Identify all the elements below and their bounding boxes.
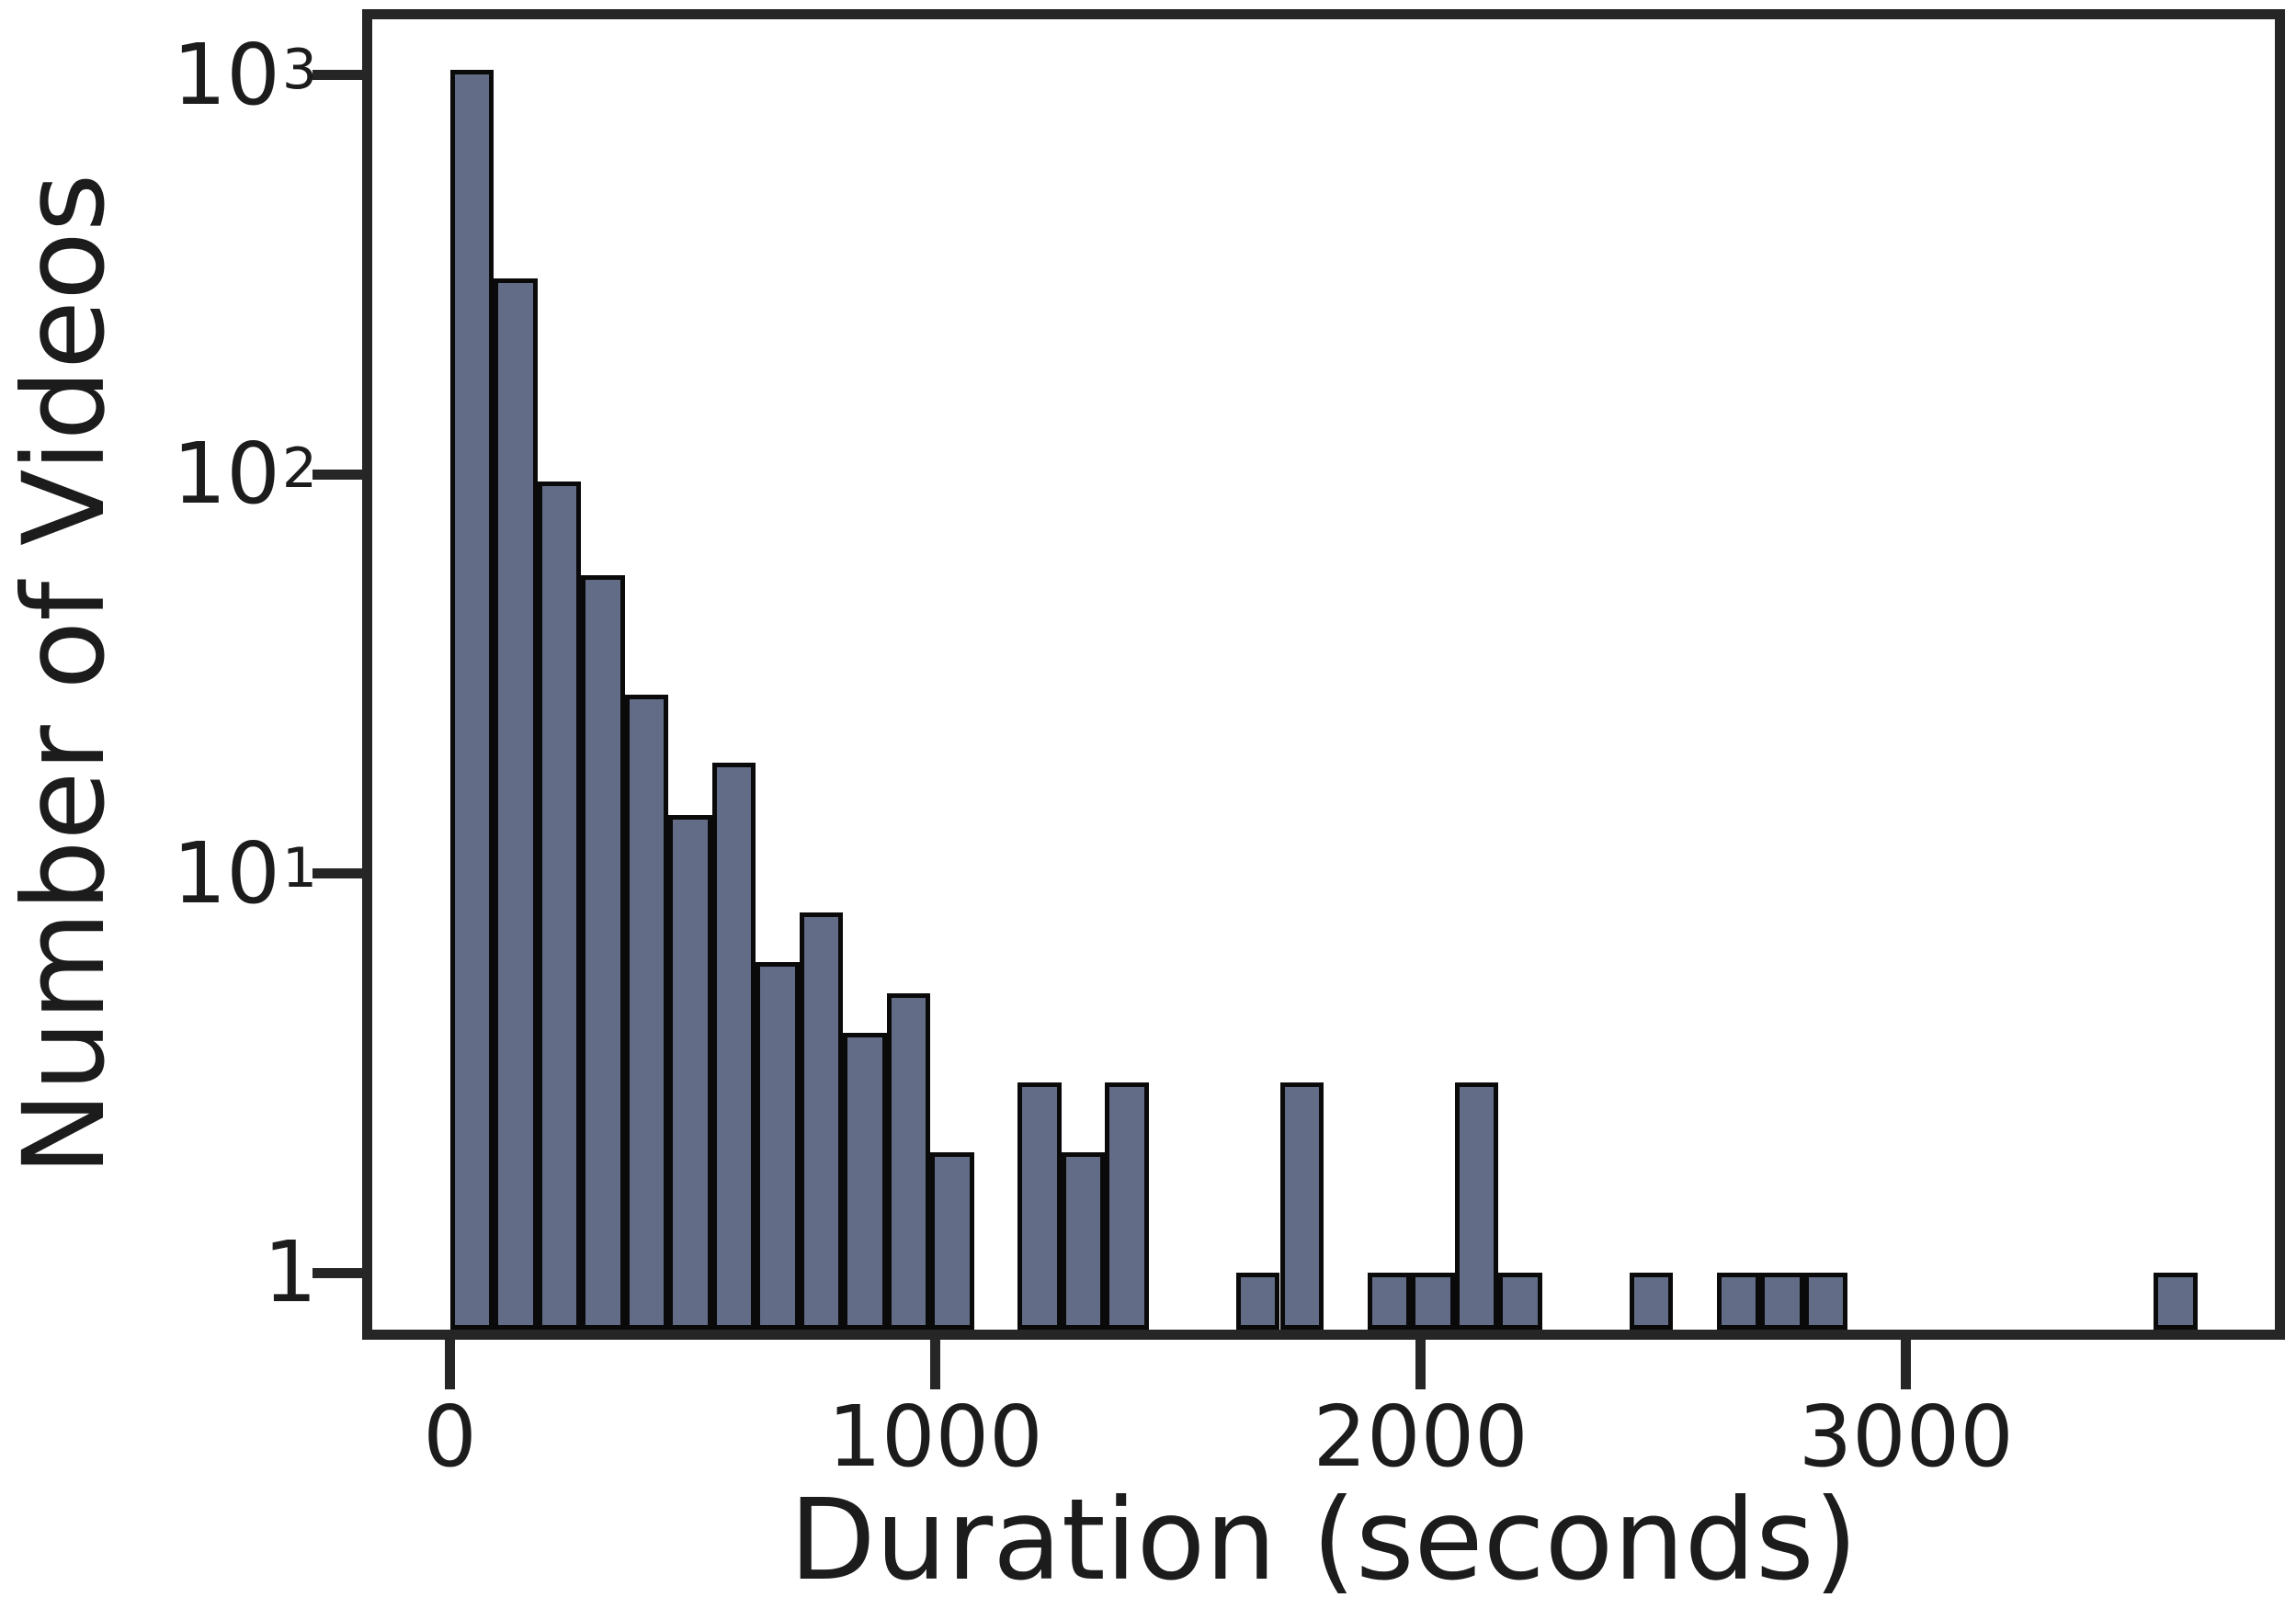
y-tick-mark bbox=[313, 868, 362, 879]
histogram-bar bbox=[494, 278, 538, 1330]
y-tick-mark bbox=[313, 1267, 362, 1278]
histogram-bar bbox=[1367, 1273, 1411, 1330]
histogram-bar bbox=[1454, 1082, 1499, 1330]
y-tick-mark bbox=[313, 469, 362, 480]
x-tick-label: 1000 bbox=[827, 1388, 1043, 1486]
histogram-bar bbox=[1061, 1152, 1106, 1330]
x-axis-label: Duration (seconds) bbox=[789, 1475, 1858, 1605]
histogram-bar bbox=[1105, 1082, 1149, 1330]
y-tick-mark bbox=[313, 70, 362, 81]
histogram-bar bbox=[1279, 1082, 1324, 1330]
histogram-bar bbox=[930, 1152, 974, 1330]
x-tick-label: 0 bbox=[423, 1388, 477, 1486]
x-tick-mark bbox=[930, 1340, 941, 1389]
histogram-bar bbox=[668, 815, 712, 1330]
histogram-bar bbox=[843, 1032, 887, 1330]
histogram-bar bbox=[711, 762, 756, 1330]
x-tick-label: 3000 bbox=[1798, 1388, 2014, 1486]
histogram-bar bbox=[581, 574, 625, 1330]
x-tick-mark bbox=[1415, 1340, 1426, 1389]
y-tick-label: 10 1 bbox=[172, 823, 317, 923]
y-tick-label: 10 3 bbox=[172, 25, 317, 124]
histogram-bar bbox=[1716, 1273, 1761, 1330]
histogram-bar bbox=[1017, 1082, 1062, 1330]
histogram-bar bbox=[1760, 1273, 1804, 1330]
y-axis-label: Number of Videos bbox=[0, 173, 130, 1176]
histogram-bar bbox=[1411, 1273, 1455, 1330]
histogram-bar bbox=[537, 481, 581, 1330]
y-tick-label: 1 bbox=[263, 1223, 317, 1321]
x-tick-label: 2000 bbox=[1313, 1388, 1529, 1486]
histogram-bar bbox=[756, 962, 800, 1330]
histogram-bar bbox=[886, 993, 931, 1330]
x-tick-mark bbox=[1901, 1340, 1912, 1389]
histogram-bar bbox=[624, 695, 669, 1330]
histogram-bar bbox=[1498, 1273, 1542, 1330]
histogram-bar bbox=[2154, 1273, 2198, 1330]
bars-layer bbox=[372, 19, 2275, 1330]
histogram-bar bbox=[1235, 1273, 1280, 1330]
histogram-bar bbox=[449, 70, 494, 1330]
x-tick-mark bbox=[445, 1340, 455, 1389]
histogram-bar bbox=[799, 912, 844, 1330]
y-tick-label: 10 2 bbox=[172, 425, 317, 524]
histogram-bar bbox=[1803, 1273, 1848, 1330]
histogram-bar bbox=[1629, 1273, 1674, 1330]
